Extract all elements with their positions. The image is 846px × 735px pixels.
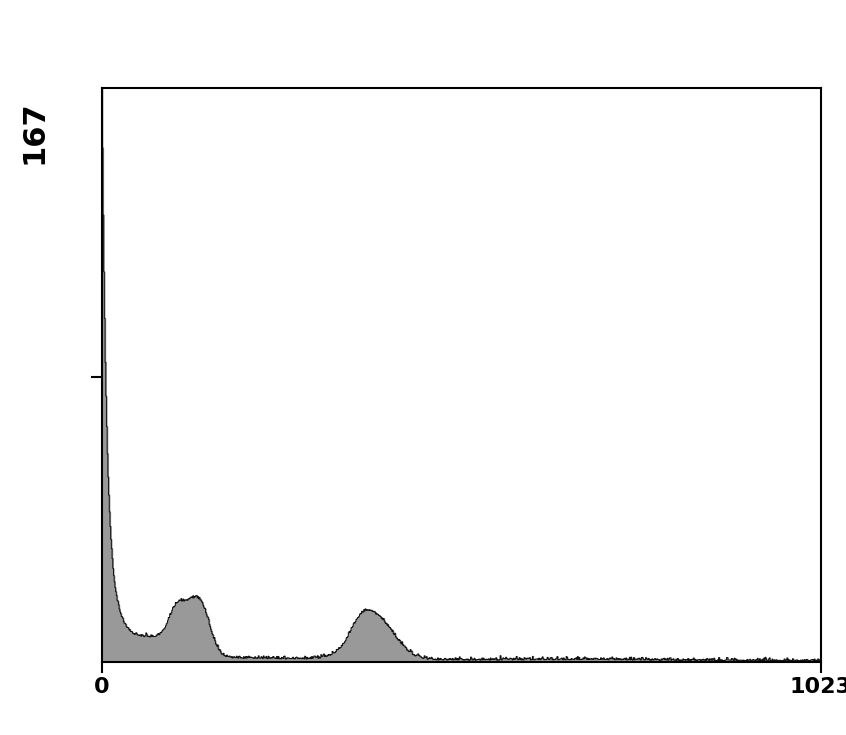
Text: 167: 167: [19, 101, 48, 164]
Y-axis label: 167: 167: [0, 734, 1, 735]
